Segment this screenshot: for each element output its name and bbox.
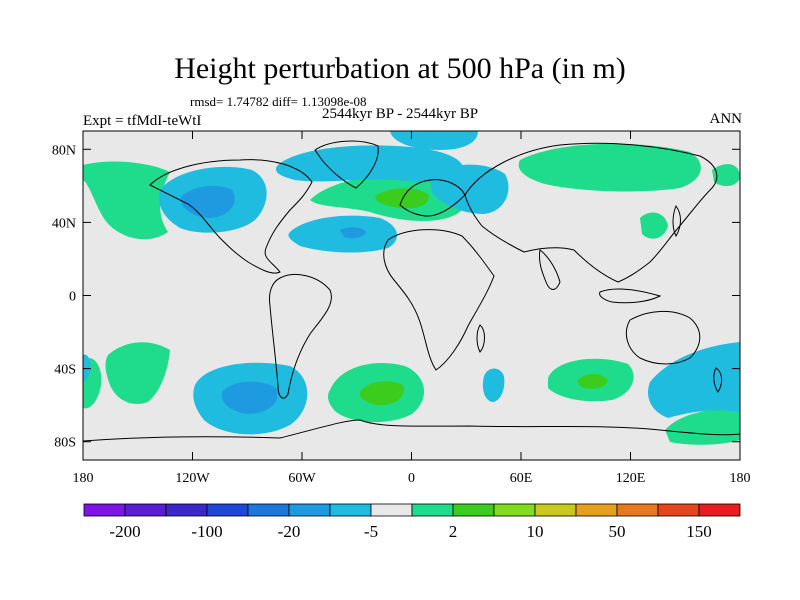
coastline-south-america [269,274,332,399]
colorbar-label: 150 [686,522,712,541]
colorbar-label: 2 [449,522,458,541]
colorbar-box [124,503,167,517]
lat-tick-label: 80N [52,143,76,158]
contour-negative-south-indian [482,368,505,402]
coastline-japan [672,204,681,238]
colorbar-box [83,503,126,517]
contour-positive-north-pacific [83,161,170,240]
coastline-greenland [314,140,379,189]
lon-tick-label: 60W [288,471,316,486]
colorbar-label: 50 [609,522,626,541]
colorbar-box [657,503,700,517]
coastline-africa [383,229,495,371]
contour-positive-europe-core [375,188,429,209]
colorbar-box [411,503,454,517]
colorbar-box [329,503,372,517]
lon-tick-label: 120W [175,471,210,486]
lon-tick-label: 120E [616,471,646,486]
map-panel: 80N 40N 0 40S 80S 180 120W 60W 0 60E 120E 180 [52,130,751,486]
colorbar: -200 -100 -20 -5 2 10 50 150 [83,503,741,541]
season-label: ANN [709,111,743,127]
colorbar-box [698,503,741,517]
colorbar-box [534,503,577,517]
colorbar-box [370,503,413,517]
colorbar-box [206,503,249,517]
colorbar-label: -100 [191,522,222,541]
contour-negative-greenland [275,145,464,183]
colorbar-box [247,503,290,517]
lat-tick-label: 80S [54,436,76,451]
contour-positive-arctic-east [712,164,740,187]
rmsd-diff-stats: rmsd= 1.74782 diff= 1.13098e-08 [190,94,367,109]
coastline-antarctica [83,419,740,442]
colorbar-box [452,503,495,517]
coastline-india [539,249,561,290]
plot-title: Height perturbation at 500 hPa (in m) [174,52,626,85]
contour-positive-siberia [518,143,701,192]
contour-positive-south-indian-core [577,374,608,389]
contour-negative-south-pacific-east [648,342,740,418]
lat-tick-label: 0 [69,290,76,305]
colorbar-box [616,503,659,517]
time-period-label: 2544kyr BP - 2544kyr BP [322,106,479,122]
colorbar-label: -200 [109,522,140,541]
lon-tick-label: 0 [408,471,415,486]
lon-tick-label: 180 [73,471,94,486]
contour-positive-south-pacific [105,342,170,405]
map-axes: 80N 40N 0 40S 80S 180 120W 60W 0 60E 120E 180 [52,131,751,486]
colorbar-box [288,503,331,517]
coastline-indonesia [599,288,662,304]
experiment-label: Expt = tfMdI-teWtI [83,113,202,129]
coastline-new-zealand [713,367,723,393]
contour-negative-north-pacific-core [180,185,235,218]
lon-tick-label: 180 [730,471,751,486]
coastline-madagascar [476,324,485,353]
colorbar-label: -5 [364,522,378,541]
colorbar-box [165,503,208,517]
contour-positive-south-atlantic-core [359,381,405,406]
contour-fields [83,131,740,445]
contour-positive-east-asia [640,212,668,239]
colorbar-label: -20 [278,522,301,541]
contour-negative-north-atlantic-core [340,227,366,239]
colorbar-label: 10 [527,522,544,541]
lon-tick-label: 60E [510,471,533,486]
coastline-north-america [149,159,313,274]
contour-positive-south-pacific-east [665,408,740,445]
lat-tick-label: 40N [52,216,76,231]
contour-negative-south-pacific-west [83,354,91,381]
colorbar-box [493,503,536,517]
lat-tick-label: 40S [54,363,76,378]
contour-negative-south-pacific-core [221,381,278,414]
coastlines [83,140,740,442]
colorbar-box [575,503,618,517]
coastline-asia [464,142,718,283]
coastline-australia [625,310,701,365]
